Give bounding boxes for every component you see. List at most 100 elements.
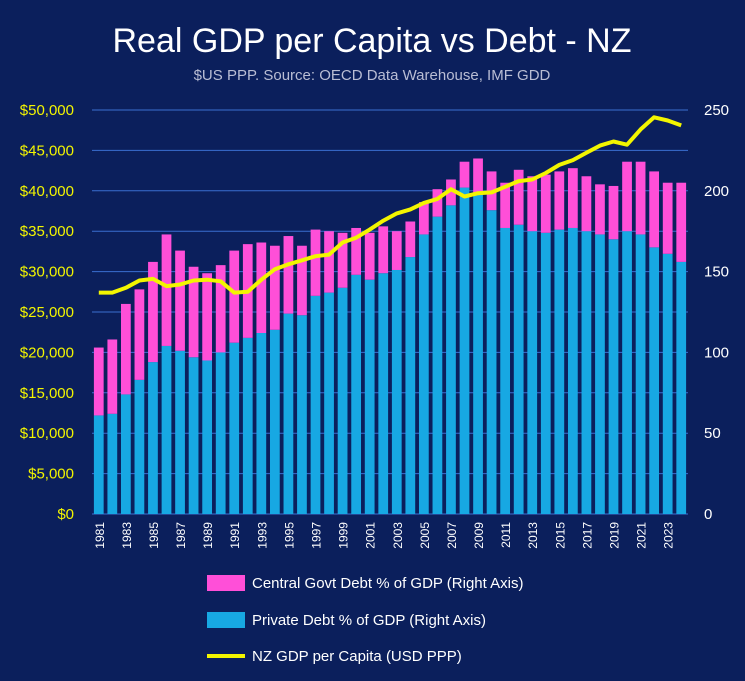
right-axis-tick-label: 50	[704, 425, 721, 442]
bar-private-debt	[595, 234, 605, 514]
x-axis-tick-label: 2007	[445, 522, 459, 549]
gdp-line-group	[98, 115, 682, 295]
legend-swatch	[207, 612, 245, 628]
bar-govt-debt	[459, 161, 470, 188]
bar-private-debt	[378, 273, 389, 514]
x-axis-ticks: 1981 1983 1985 1987 1989 1991 1993 1995 1997 1999…	[93, 522, 676, 549]
right-axis-tick-label: 250	[704, 102, 729, 119]
bar-private-debt	[432, 216, 443, 514]
bar-private-debt	[405, 257, 416, 514]
bar-private-debt	[229, 342, 240, 514]
bar-govt-debt	[391, 231, 402, 270]
bar-govt-debt	[473, 158, 483, 193]
left-axis-tick-label: $30,000	[20, 264, 74, 281]
x-axis-tick-label: 2011	[499, 522, 513, 548]
left-axis-tick-label: $5,000	[28, 466, 74, 483]
bar-govt-debt	[107, 339, 118, 414]
legend-label: NZ GDP per Capita (USD PPP)	[252, 648, 462, 665]
bar-private-debt	[540, 232, 551, 515]
x-axis-tick-label: 2005	[418, 522, 432, 549]
x-axis-tick-label: 2019	[608, 522, 622, 549]
left-axis-tick-label: $20,000	[20, 344, 74, 361]
x-axis-tick-label: 2013	[526, 522, 540, 549]
bar-govt-debt	[283, 236, 294, 314]
x-axis-tick-label: 2017	[580, 522, 594, 549]
bar-private-debt	[107, 413, 118, 514]
bar-govt-debt	[175, 250, 185, 351]
bar-private-debt	[215, 352, 226, 514]
bar-private-debt	[581, 231, 592, 514]
bar-private-debt	[351, 274, 362, 514]
x-axis-tick-label: 2021	[635, 522, 649, 549]
bar-private-debt	[473, 192, 483, 514]
left-axis-tick-label: $15,000	[20, 385, 74, 402]
bar-govt-debt	[432, 189, 443, 217]
bar-private-debt	[622, 231, 632, 514]
bar-private-debt	[161, 345, 172, 514]
right-axis-tick-label: 200	[704, 183, 729, 200]
bar-private-debt	[446, 205, 456, 514]
bar-govt-debt	[635, 161, 646, 235]
bar-private-debt	[310, 295, 321, 514]
bar-govt-debt	[540, 174, 551, 233]
bar-govt-debt	[567, 168, 578, 228]
bar-govt-debt	[622, 161, 632, 232]
bar-govt-debt	[256, 242, 267, 334]
bar-govt-debt	[229, 250, 240, 343]
x-axis-tick-label: 2023	[662, 522, 676, 549]
x-axis-tick-label: 2001	[364, 522, 378, 549]
right-axis-ticks: 0 50 100 150 200 250	[704, 102, 729, 523]
bar-private-debt	[297, 315, 307, 514]
legend-label: Private Debt % of GDP (Right Axis)	[252, 612, 486, 629]
left-axis-tick-label: $10,000	[20, 425, 74, 442]
x-axis-tick-label: 1993	[255, 522, 269, 549]
bar-private-debt	[486, 210, 497, 514]
left-axis-tick-label: $45,000	[20, 142, 74, 159]
left-axis-tick-label: $25,000	[20, 304, 74, 321]
bar-govt-debt	[500, 182, 511, 228]
bar-govt-debt	[364, 232, 375, 280]
right-axis-tick-label: 150	[704, 264, 729, 281]
bar-private-debt	[391, 269, 402, 514]
bars	[93, 158, 687, 515]
bar-govt-debt	[134, 289, 145, 380]
x-axis-tick-label: 1981	[93, 522, 107, 549]
bar-govt-debt	[215, 265, 226, 353]
chart-subtitle: $US PPP. Source: OECD Data Warehouse, IM…	[194, 67, 551, 84]
bar-govt-debt	[608, 185, 619, 240]
bar-private-debt	[120, 394, 131, 514]
bar-private-debt	[242, 337, 253, 514]
chart-title: Real GDP per Capita vs Debt - NZ	[113, 22, 632, 60]
bar-govt-debt	[337, 232, 348, 288]
bar-private-debt	[527, 231, 538, 514]
bar-govt-debt	[418, 202, 429, 235]
bar-private-debt	[269, 329, 280, 514]
bar-private-debt	[459, 187, 470, 514]
left-axis-ticks: $0 $5,000 $10,000 $15,000 $20,000 $25,000 $30,…	[20, 102, 74, 523]
x-axis-tick-label: 1997	[310, 522, 324, 549]
bar-private-debt	[283, 313, 294, 514]
bar-govt-debt	[148, 261, 158, 363]
bar-govt-debt	[595, 184, 605, 235]
bar-govt-debt	[581, 176, 592, 232]
x-axis-tick-label: 1987	[174, 522, 188, 549]
bar-govt-debt	[161, 234, 172, 346]
bar-govt-debt	[351, 227, 362, 275]
bar-private-debt	[188, 357, 199, 514]
x-axis-tick-label: 1991	[228, 522, 242, 549]
bar-private-debt	[93, 415, 104, 514]
left-axis-tick-label: $40,000	[20, 183, 74, 200]
bar-govt-debt	[310, 229, 321, 296]
left-axis-tick-label: $0	[57, 506, 74, 523]
bar-private-debt	[513, 224, 524, 514]
bar-private-debt	[635, 234, 646, 514]
bar-private-debt	[608, 239, 619, 514]
bar-govt-debt	[513, 169, 524, 225]
x-axis-tick-label: 1999	[337, 522, 351, 549]
gdp-per-capita-line	[98, 115, 682, 295]
bar-private-debt	[202, 360, 213, 514]
bar-govt-debt	[93, 347, 104, 416]
legend-swatch	[207, 575, 245, 591]
bar-govt-debt	[527, 176, 538, 232]
